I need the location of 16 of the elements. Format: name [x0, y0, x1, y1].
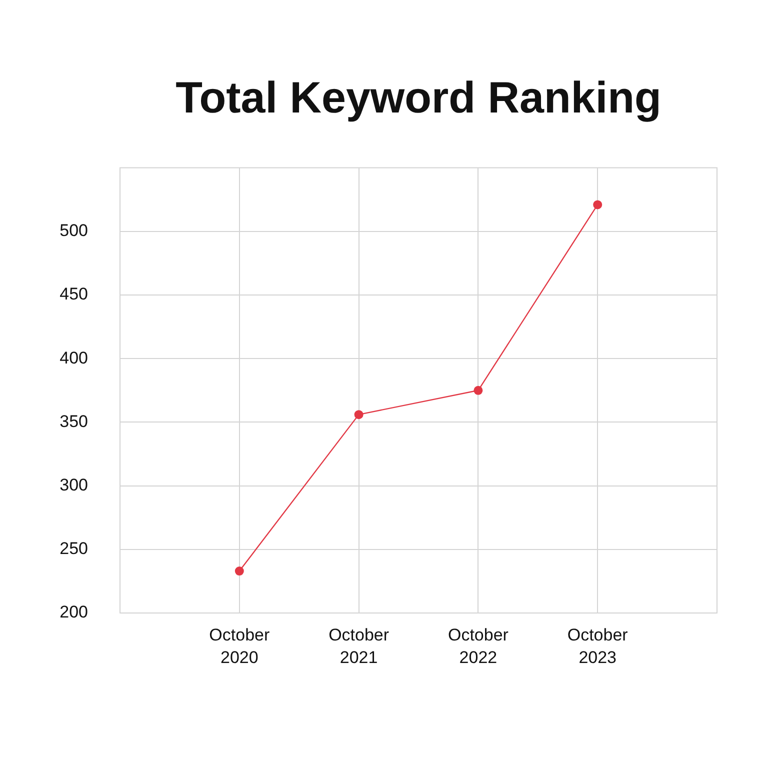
y-tick-label: 300: [60, 475, 88, 494]
y-tick-label: 450: [60, 284, 88, 304]
x-tick-label: October 2022: [448, 626, 509, 667]
y-tick-label: 350: [60, 412, 88, 431]
chart-title: Total Keyword Ranking: [176, 74, 662, 123]
x-tick-label: October 2020: [209, 626, 270, 667]
y-tick-label: 250: [60, 539, 88, 558]
y-tick-label: 200: [60, 602, 88, 622]
point: [354, 410, 364, 420]
x-tick-label: October 2023: [567, 626, 628, 667]
y-tick-label: 500: [60, 221, 88, 240]
point: [593, 200, 602, 210]
point: [474, 386, 483, 395]
x-tick-label: October 2021: [328, 626, 390, 667]
point: [234, 566, 244, 576]
y-tick-label: 400: [60, 348, 88, 368]
